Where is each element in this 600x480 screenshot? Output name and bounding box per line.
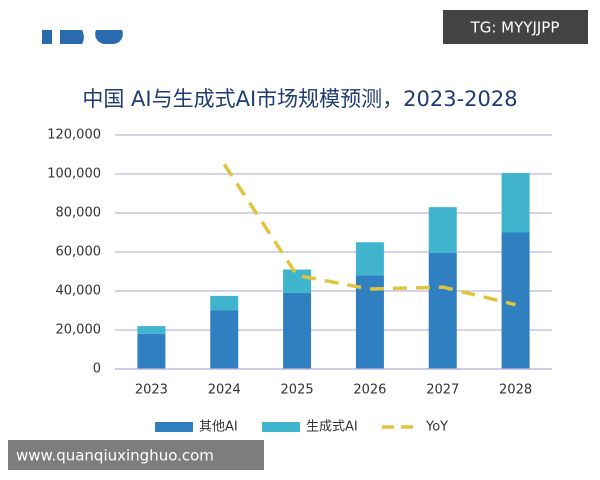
- bar: [283, 292, 312, 369]
- bar: [428, 207, 457, 253]
- x-tick-label: 2023: [135, 383, 168, 398]
- bar: [501, 173, 530, 233]
- x-tick-label: 2024: [208, 383, 241, 398]
- x-tick-label: 2025: [281, 383, 314, 398]
- legend-label: 生成式AI: [306, 420, 358, 435]
- y-tick-label: 0: [93, 362, 101, 377]
- y-tick-label: 20,000: [56, 323, 102, 338]
- bar: [501, 232, 530, 369]
- legend-label: YoY: [425, 420, 448, 435]
- x-tick-label: 2027: [426, 383, 459, 398]
- bar: [283, 269, 312, 293]
- bar: [210, 310, 239, 369]
- watermark-box: [443, 10, 588, 44]
- y-tick-label: 60,000: [56, 245, 102, 260]
- y-tick-label: 40,000: [56, 284, 102, 299]
- bar: [355, 275, 384, 369]
- watermark: www.quanqiuxinghuo.com: [16, 447, 214, 465]
- legend-swatch: [155, 422, 193, 432]
- x-tick-label: 2026: [353, 383, 386, 398]
- bar: [137, 333, 166, 369]
- watermark-box: [8, 440, 264, 470]
- legend-label: 其他AI: [199, 420, 238, 435]
- watermark: TG: MYYJJPP: [470, 19, 560, 37]
- bar: [137, 326, 166, 334]
- chart-title: 中国 AI与生成式AI市场规模预测，2023-2028: [82, 87, 517, 111]
- logo: [42, 30, 123, 44]
- bar: [428, 252, 457, 369]
- y-tick-label: 80,000: [56, 206, 102, 221]
- legend-swatch: [262, 422, 300, 432]
- x-tick-label: 2028: [499, 383, 532, 398]
- bar: [210, 295, 239, 311]
- y-tick-label: 100,000: [47, 167, 101, 182]
- bar: [355, 242, 384, 276]
- y-tick-label: 120,000: [47, 128, 101, 143]
- line: [222, 163, 516, 307]
